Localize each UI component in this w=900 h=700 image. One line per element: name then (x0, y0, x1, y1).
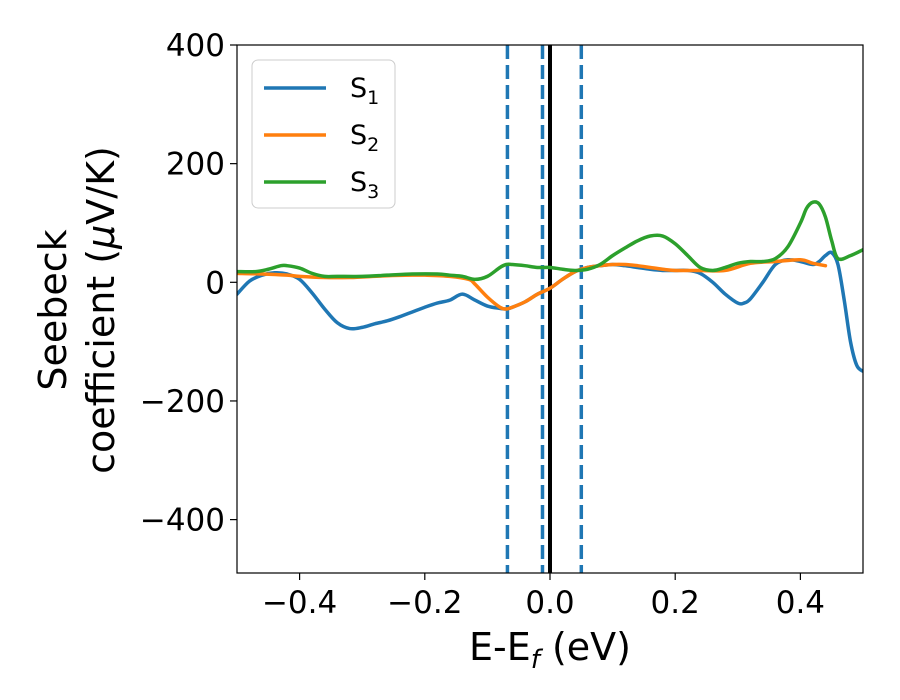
x-tick-label: 0.0 (525, 585, 574, 621)
series-line-s3 (237, 200, 863, 282)
legend-label-s1: S1 (350, 73, 379, 109)
x-axis-ticks: −0.4 −0.2 0.0 0.2 0.4 (262, 573, 825, 621)
legend: S1 S2 S3 (251, 59, 396, 209)
x-tick-label: −0.4 (262, 585, 337, 621)
x-tick-label: 0.4 (776, 585, 825, 621)
y-axis-label-mu: μ (79, 225, 123, 250)
y-tick-label: −200 (140, 384, 225, 420)
y-tick-label: 400 (166, 28, 225, 64)
y-axis-label: Seebeck coefficient (μV/K) (31, 146, 123, 474)
legend-label-s2: S2 (350, 120, 379, 156)
y-tick-label: −400 (140, 503, 225, 539)
x-axis-label-main: E-E (469, 625, 531, 669)
x-axis-label-unit: (eV) (540, 625, 631, 669)
y-axis-label-unit: V/K) (79, 146, 123, 225)
x-tick-label: 0.2 (651, 585, 700, 621)
y-tick-label: 0 (205, 265, 225, 301)
y-axis-label-line1: Seebeck (31, 229, 75, 390)
reference-lines (505, 45, 584, 573)
x-axis-label: E-Ef (eV) (469, 625, 631, 675)
plot-area (237, 45, 863, 573)
y-axis-ticks: 400 200 0 −200 −400 (140, 28, 237, 539)
y-axis-label-coeff: coefficient ( (79, 249, 123, 474)
y-tick-label: 200 (166, 147, 225, 183)
series-lines (237, 200, 863, 374)
legend-label-s3: S3 (350, 167, 379, 203)
x-tick-label: −0.2 (387, 585, 462, 621)
y-axis-label-line2: coefficient (μV/K) (79, 146, 123, 474)
